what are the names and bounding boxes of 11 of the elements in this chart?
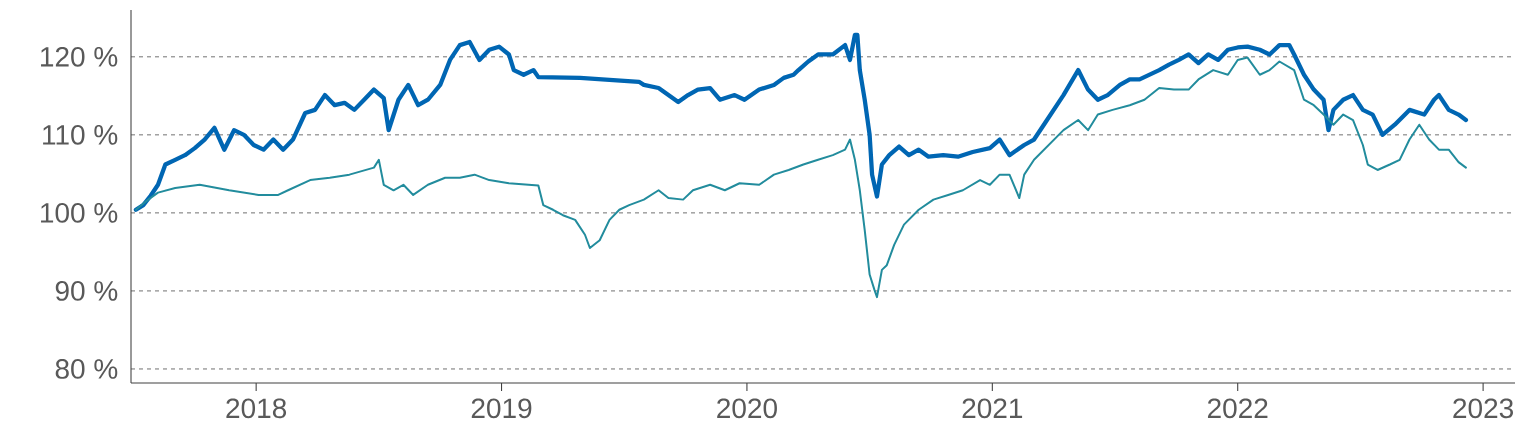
x-tick-label: 2020 (717, 398, 777, 419)
x-tick-label: 2021 (962, 398, 1023, 419)
y-tick-label: 100 % (41, 202, 118, 223)
x-tick-label: 2018 (226, 398, 287, 419)
y-tick-label: 110 % (43, 124, 118, 145)
x-tick-label: 2022 (1207, 398, 1268, 419)
y-tick-label: 120 % (41, 46, 118, 67)
x-tick-label: 2023 (1453, 398, 1513, 419)
y-tick-label: 90 % (55, 281, 118, 301)
x-tick-label: 2019 (471, 398, 532, 419)
y-tick-label: 80 % (55, 359, 118, 379)
